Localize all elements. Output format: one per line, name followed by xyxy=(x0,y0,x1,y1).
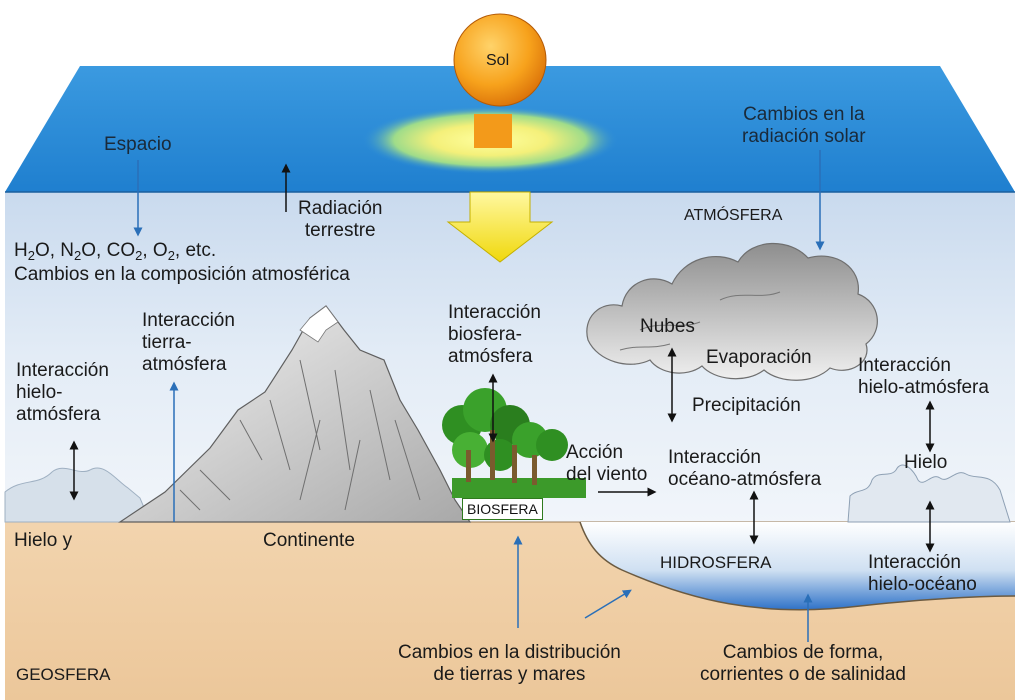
composition-formula: H2O, N2O, CO2, O2, etc. xyxy=(14,240,217,263)
mountain xyxy=(118,305,472,523)
ice-atm-right-label: Interacción hielo-atmósfera xyxy=(858,355,989,398)
bio-atm-label: Interacción biosfera- atmósfera xyxy=(448,302,541,367)
clouds-label: Nubes xyxy=(640,316,695,337)
solar-change-line2: radiación solar xyxy=(742,126,866,147)
composition-label: Cambios en la composición atmosférica xyxy=(14,264,350,285)
distribution-label: Cambios en la distribución de tierras y … xyxy=(398,642,621,685)
ocean-atm-label: Interacción océano-atmósfera xyxy=(668,447,822,490)
solar-change-line1: Cambios en la xyxy=(743,104,865,125)
precipitation-label: Precipitación xyxy=(692,395,801,416)
terrestrial-label: Radiación terrestre xyxy=(298,198,383,242)
evaporation-label: Evaporación xyxy=(706,347,812,368)
terrestrial-line1: Radiación xyxy=(298,198,383,219)
wind-label: Acción del viento xyxy=(566,442,648,485)
sun xyxy=(453,13,547,107)
terrestrial-line2: terrestre xyxy=(304,220,376,241)
geosphere-label: GEOSFERA xyxy=(16,665,111,684)
solar-beam-block xyxy=(474,114,512,148)
ocean-basin xyxy=(580,522,1015,610)
ice-label: Hielo xyxy=(904,452,948,473)
ice-ocean-label: Interacción hielo-océano xyxy=(868,552,977,595)
form-label: Cambios de forma, corrientes o de salini… xyxy=(700,642,906,685)
ice-land-label: Hielo y xyxy=(14,530,73,551)
ice-atm-left-label: Interacción hielo- atmósfera xyxy=(16,360,109,425)
land-atm-label: Interacción tierra- atmósfera xyxy=(142,310,235,375)
hydrosphere-label: HIDROSFERA xyxy=(660,553,772,572)
biosphere-label: BIOSFERA xyxy=(462,498,543,520)
glacier-right xyxy=(847,464,1011,523)
space-label: Espacio xyxy=(104,134,172,155)
solar-change-label: Cambios en la radiación solar xyxy=(742,104,866,148)
atmosphere-label: ATMÓSFERA xyxy=(684,207,783,224)
incoming-radiation-arrow xyxy=(446,191,554,263)
sun-label: Sol xyxy=(486,52,510,69)
distribution-pointer-2 xyxy=(584,589,632,619)
continent-label: Continente xyxy=(263,530,355,551)
